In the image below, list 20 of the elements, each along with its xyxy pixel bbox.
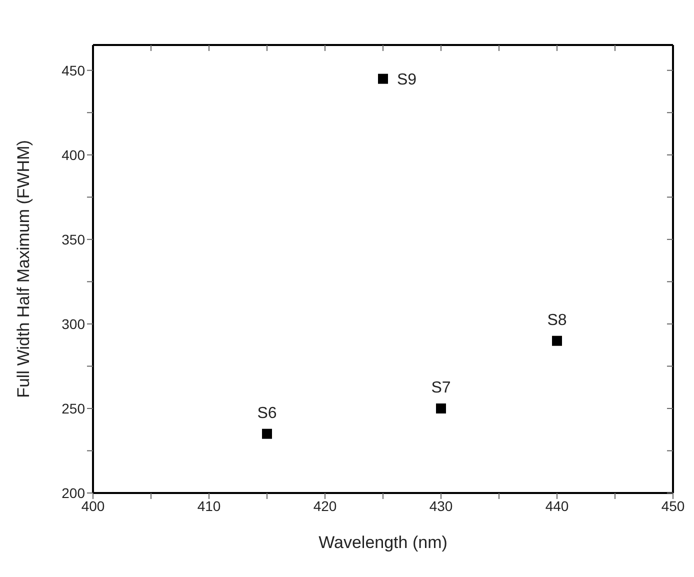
x-tick-label: 430 (429, 498, 453, 514)
x-axis-title: Wavelength (nm) (318, 533, 448, 552)
point (552, 336, 562, 346)
y-tick-label: 400 (62, 146, 86, 163)
annotation: S8 (547, 312, 567, 329)
y-axis-title: Full Width Half Maximum (FWHM) (14, 140, 34, 398)
x-tick-label: 450 (661, 498, 685, 514)
y-tick-label: 450 (62, 62, 86, 78)
point (262, 428, 272, 439)
annotation: S7 (431, 379, 451, 396)
y-tick-label: 300 (62, 316, 86, 332)
point (378, 74, 388, 84)
y-tick-label: 250 (62, 400, 86, 416)
point (436, 403, 446, 414)
annotation: S9 (397, 71, 417, 88)
annotation: S6 (257, 404, 277, 422)
x-tick-label: 440 (545, 498, 569, 514)
x-tick-label: 420 (313, 498, 337, 514)
x-tick-label: 410 (197, 498, 221, 514)
y-tick-label: 350 (62, 231, 86, 248)
